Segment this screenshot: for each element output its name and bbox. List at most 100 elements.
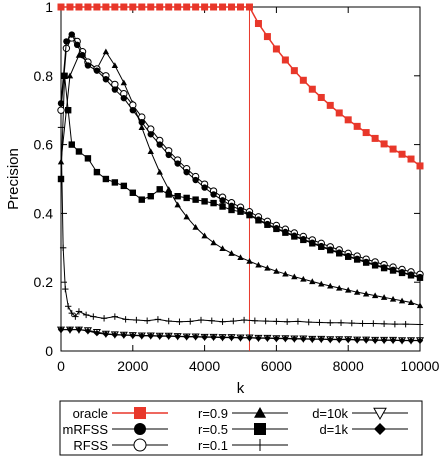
data-point bbox=[240, 316, 248, 324]
data-point bbox=[66, 326, 74, 333]
data-point bbox=[389, 266, 397, 274]
data-point bbox=[237, 334, 244, 342]
data-point bbox=[305, 318, 312, 326]
x-tick-label: 2000 bbox=[117, 358, 148, 374]
data-point bbox=[165, 186, 172, 192]
data-point bbox=[138, 332, 145, 340]
legend-label: d=1k bbox=[319, 422, 348, 437]
legend-label: r=0.5 bbox=[198, 422, 228, 437]
data-point bbox=[237, 206, 244, 214]
data-point bbox=[371, 337, 379, 344]
x-tick-label: 6000 bbox=[261, 358, 292, 374]
data-point bbox=[219, 318, 226, 325]
data-point bbox=[264, 264, 271, 271]
data-point bbox=[398, 297, 406, 304]
data-point bbox=[407, 155, 415, 163]
data-point bbox=[371, 261, 379, 268]
plot-area: 0 2000 4000 6000 8000 10000 0 0.2 0.4 0.6 0.8 1 bbox=[34, 0, 440, 374]
data-point bbox=[208, 317, 215, 324]
data-point bbox=[183, 213, 190, 220]
y-axis-title: Precision bbox=[5, 148, 22, 210]
data-point bbox=[228, 334, 235, 341]
data-point bbox=[129, 107, 136, 114]
data-point bbox=[264, 220, 271, 228]
data-point bbox=[75, 308, 83, 315]
y-tick-label: 0 bbox=[45, 343, 53, 359]
data-point bbox=[281, 56, 289, 64]
series-line bbox=[60, 75, 421, 279]
series-layer bbox=[56, 3, 425, 345]
data-point bbox=[327, 282, 334, 289]
data-point bbox=[309, 239, 316, 246]
data-point bbox=[374, 423, 386, 435]
data-point bbox=[129, 3, 137, 11]
data-point bbox=[156, 168, 163, 175]
data-point bbox=[219, 334, 226, 341]
data-point bbox=[102, 330, 110, 338]
data-point bbox=[246, 334, 253, 342]
y-tick-label: 0.2 bbox=[34, 274, 54, 290]
data-point bbox=[165, 333, 172, 340]
data-point bbox=[201, 198, 208, 205]
data-point bbox=[362, 258, 370, 266]
data-point bbox=[230, 317, 237, 325]
data-point bbox=[348, 319, 355, 327]
legend-item: d=1k bbox=[319, 422, 408, 437]
data-point bbox=[129, 332, 136, 339]
data-point bbox=[84, 155, 92, 162]
x-tick-label: 0 bbox=[57, 358, 65, 374]
data-point bbox=[282, 335, 289, 342]
legend-item: r=0.9 bbox=[198, 406, 288, 421]
legend-item: oracle bbox=[73, 406, 168, 421]
data-point bbox=[129, 189, 136, 196]
data-point bbox=[416, 162, 424, 170]
data-point bbox=[309, 278, 316, 285]
data-point bbox=[75, 326, 83, 333]
data-point bbox=[138, 196, 145, 203]
data-point bbox=[264, 335, 271, 342]
data-point bbox=[82, 311, 90, 319]
data-point bbox=[336, 284, 343, 291]
data-point bbox=[61, 72, 68, 79]
data-point bbox=[73, 41, 81, 49]
series-mrfss bbox=[57, 31, 424, 281]
plot-frame bbox=[60, 6, 421, 352]
data-point bbox=[237, 3, 244, 11]
data-point bbox=[273, 335, 280, 342]
data-point bbox=[380, 264, 388, 271]
data-point bbox=[138, 124, 145, 130]
data-point bbox=[133, 438, 147, 452]
data-point bbox=[111, 86, 119, 93]
data-point bbox=[291, 335, 298, 343]
data-point bbox=[255, 335, 262, 342]
data-point bbox=[93, 168, 101, 176]
data-point bbox=[176, 318, 183, 325]
data-point bbox=[147, 3, 155, 11]
data-point bbox=[337, 319, 345, 326]
data-point bbox=[57, 106, 65, 114]
data-point bbox=[138, 119, 145, 126]
data-point bbox=[362, 336, 370, 344]
data-point bbox=[282, 228, 289, 236]
data-point bbox=[371, 292, 379, 299]
series-rfss bbox=[57, 34, 424, 278]
data-point bbox=[93, 3, 101, 11]
data-point bbox=[64, 303, 72, 310]
data-point bbox=[389, 295, 397, 302]
legend-label: r=0.9 bbox=[198, 406, 228, 421]
data-point bbox=[228, 206, 235, 214]
data-point bbox=[183, 168, 190, 176]
data-point bbox=[389, 337, 397, 344]
x-axis-title: k bbox=[237, 380, 245, 397]
data-point bbox=[120, 79, 128, 86]
data-point bbox=[273, 318, 280, 325]
data-point bbox=[102, 175, 110, 183]
data-point bbox=[353, 255, 361, 263]
data-point bbox=[147, 148, 154, 155]
data-point bbox=[120, 94, 128, 102]
data-point bbox=[59, 244, 67, 251]
data-point bbox=[255, 216, 262, 223]
data-point bbox=[335, 109, 343, 117]
data-point bbox=[134, 423, 146, 435]
y-tick-label: 0.6 bbox=[34, 137, 54, 153]
